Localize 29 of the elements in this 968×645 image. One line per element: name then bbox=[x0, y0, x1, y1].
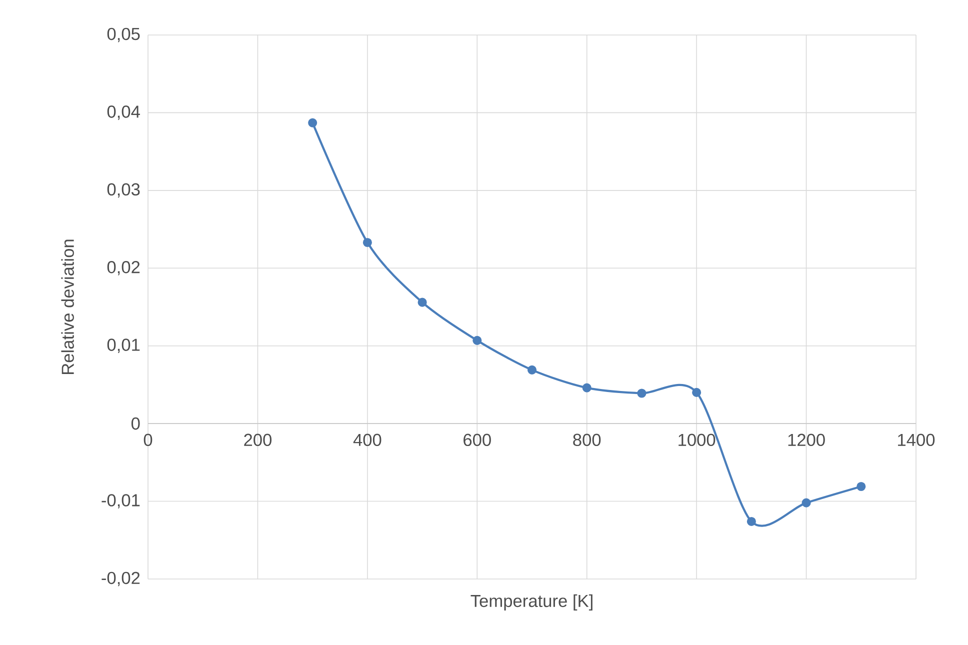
x-tick-label: 800 bbox=[573, 434, 601, 446]
point bbox=[582, 383, 592, 392]
x-tick-label: 1400 bbox=[898, 434, 935, 446]
x-tick-label: 1000 bbox=[678, 434, 716, 446]
point bbox=[856, 482, 866, 492]
x-tick-label: 200 bbox=[244, 434, 272, 446]
y-tick-label: 0,03 bbox=[107, 183, 140, 198]
x-axis-title: Temperature [K] bbox=[470, 594, 592, 611]
y-tick-label: 0,05 bbox=[107, 28, 140, 42]
point bbox=[472, 336, 482, 345]
point bbox=[418, 298, 427, 307]
y-tick-label: 0,02 bbox=[107, 260, 140, 276]
point bbox=[308, 118, 318, 128]
x-tick-label: 1200 bbox=[788, 434, 825, 446]
x-tick-label: 400 bbox=[353, 434, 382, 446]
point bbox=[527, 365, 537, 374]
y-tick-label: 0,04 bbox=[107, 106, 140, 120]
point bbox=[746, 516, 756, 526]
x-tick-label: 600 bbox=[464, 434, 491, 446]
point bbox=[637, 388, 646, 398]
x-tick-label: 0 bbox=[144, 434, 152, 446]
point bbox=[362, 238, 372, 248]
y-tick-label: 0 bbox=[131, 417, 140, 430]
y-tick-label: -0,02 bbox=[102, 572, 140, 586]
y-tick-label: -0,01 bbox=[102, 494, 140, 508]
point bbox=[802, 498, 811, 508]
y-axis-title: Relative deviation bbox=[61, 240, 74, 374]
y-tick-label: 0,01 bbox=[107, 338, 140, 354]
point bbox=[692, 388, 702, 398]
